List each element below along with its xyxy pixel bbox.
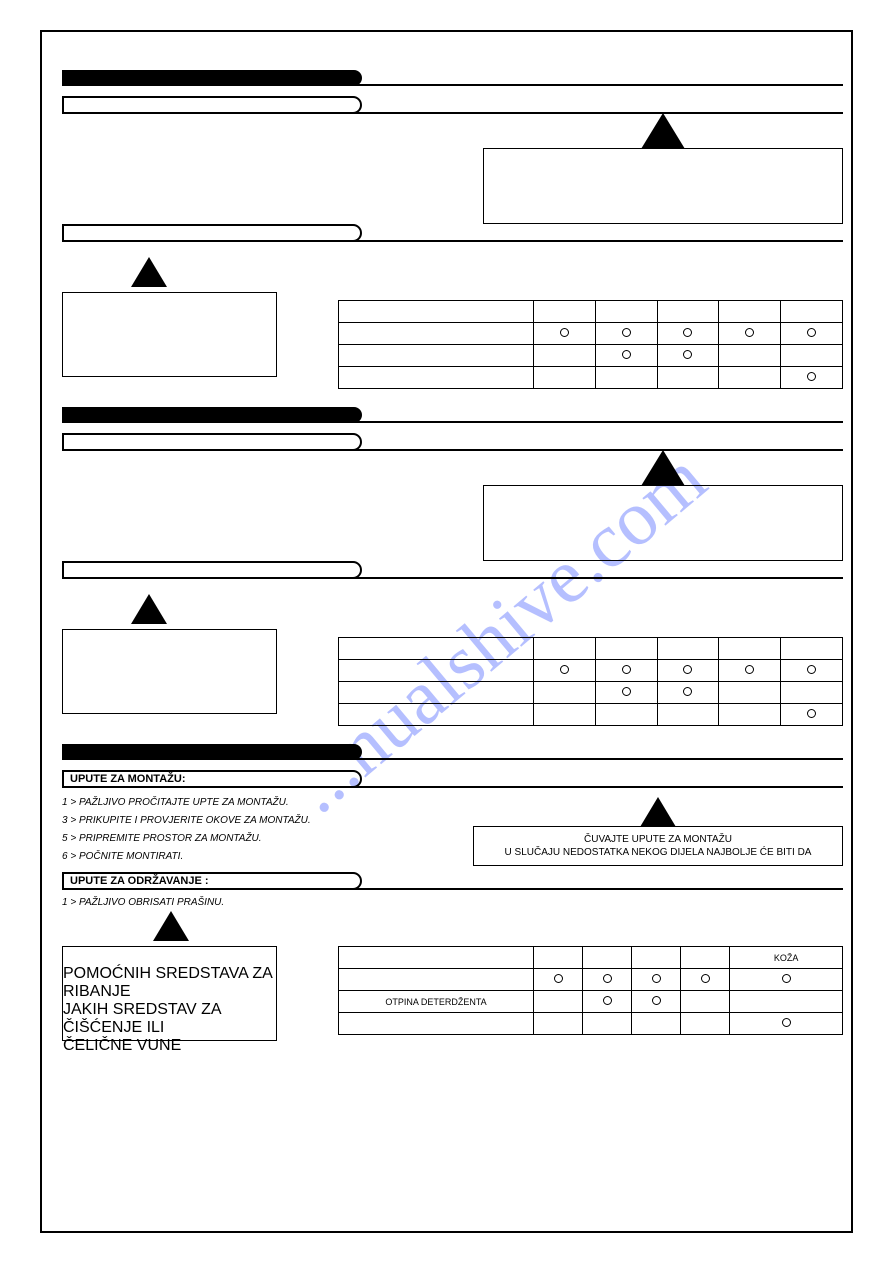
table-header: KOŽA <box>730 947 843 969</box>
subsection-rule <box>62 786 843 788</box>
section-title: UPUTE ZA MONTAŽU: <box>70 773 185 785</box>
subsection-rule <box>62 449 843 451</box>
instruction-step: 5 > PRIPREMITE PROSTOR ZA MONTAŽU. <box>62 830 473 848</box>
materials-table-final: KOŽA OTPINA DETERDŽENTA <box>338 946 843 1035</box>
left-warning-box-final: POMOĆNIH SREDSTAVA ZA RIBANJE JAKIH SRED… <box>62 946 277 1041</box>
table-row-label: OTPINA DETERDŽENTA <box>339 991 534 1013</box>
subsection-rule <box>62 112 843 114</box>
warning-icon <box>131 257 167 287</box>
page: ...nualshive.com <box>0 0 893 1263</box>
warning-box-montazu: ČUVAJTE UPUTE ZA MONTAŽU U SLUČAJU NEDOS… <box>473 826 843 866</box>
assembly-instructions: 1 > PAŽLJIVO PROČITAJTE UPTE ZA MONTAŽU.… <box>62 794 473 866</box>
warning-icon <box>640 797 676 827</box>
subsection-rule <box>62 577 843 579</box>
warning-text: ČELIČNE VUNE <box>63 1037 276 1055</box>
warning-icon <box>641 113 685 149</box>
materials-table <box>338 300 843 389</box>
maintenance-instruction: 1 > PAŽLJIVO OBRISATI PRAŠINU. <box>62 894 843 912</box>
warning-icon <box>153 911 189 941</box>
materials-table <box>338 637 843 726</box>
left-warning-box <box>62 629 277 714</box>
instruction-step: 6 > POČNITE MONTIRATI. <box>62 848 473 866</box>
instruction-step: 1 > PAŽLJIVO PROČITAJTE UPTE ZA MONTAŽU. <box>62 794 473 812</box>
content: UPUTE ZA MONTAŽU: 1 > PAŽLJIVO PROČITAJT… <box>62 70 843 1041</box>
warning-text: ČUVAJTE UPUTE ZA MONTAŽU <box>482 833 834 846</box>
instruction-step: 3 > PRIKUPITE I PROVJERITE OKOVE ZA MONT… <box>62 812 473 830</box>
left-warning-box <box>62 292 277 377</box>
warning-box <box>483 485 843 561</box>
warning-icon <box>641 450 685 486</box>
warning-text: JAKIH SREDSTAV ZA ČIŠĆENJE ILI <box>63 1001 276 1037</box>
section-title: UPUTE ZA ODRŽAVANJE : <box>70 875 209 887</box>
warning-box <box>483 148 843 224</box>
warning-text: U SLUČAJU NEDOSTATKA NEKOG DIJELA NAJBOL… <box>482 846 834 859</box>
subsection-rule <box>62 888 843 890</box>
warning-text: POMOĆNIH SREDSTAVA ZA RIBANJE <box>63 965 276 1001</box>
subsection-rule <box>62 240 843 242</box>
warning-icon <box>131 594 167 624</box>
